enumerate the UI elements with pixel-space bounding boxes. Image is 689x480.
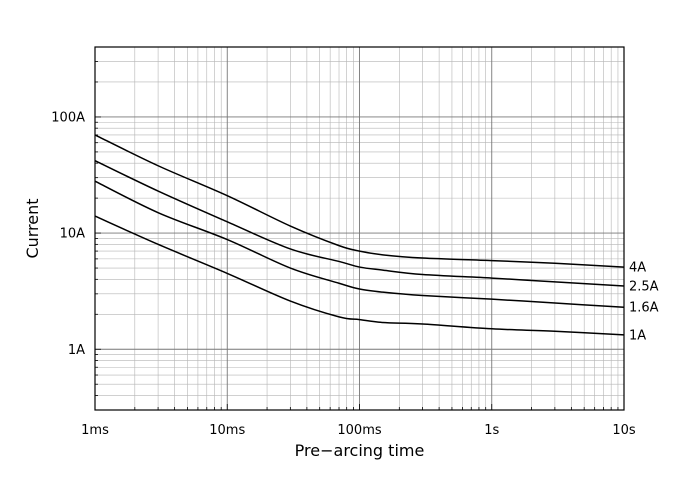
y-axis-title: Current: [23, 198, 42, 258]
x-tick-label: 100ms: [337, 423, 381, 438]
curve-1a: [94, 215, 625, 336]
y-tick-label: 1A: [68, 343, 85, 358]
curve-label-2-5a: 2.5A: [629, 280, 659, 295]
curve-2-5a: [94, 160, 625, 287]
x-tick-label: 10ms: [209, 423, 245, 438]
curve-4a: [94, 134, 625, 268]
curve-labels: 4A 2.5A 1.6A 1A: [629, 261, 659, 344]
curve-label-1a: 1A: [629, 328, 646, 343]
x-tick-label: 1s: [484, 423, 499, 438]
curves: [94, 134, 625, 336]
x-tick-label: 1ms: [81, 423, 109, 438]
x-axis-title: Pre−arcing time: [295, 441, 425, 460]
y-tick-labels: 1A 10A 100A: [51, 110, 85, 357]
y-tick-label: 10A: [60, 227, 86, 242]
x-tick-label: 10s: [612, 423, 636, 438]
y-tick-label: 100A: [51, 110, 85, 125]
curve-label-1-6a: 1.6A: [629, 301, 659, 316]
curve-1-6a: [94, 180, 625, 308]
plot-frame: [94, 46, 625, 411]
curve-label-4a: 4A: [629, 261, 646, 276]
x-tick-labels: 1ms 10ms 100ms 1s 10s: [81, 423, 636, 438]
